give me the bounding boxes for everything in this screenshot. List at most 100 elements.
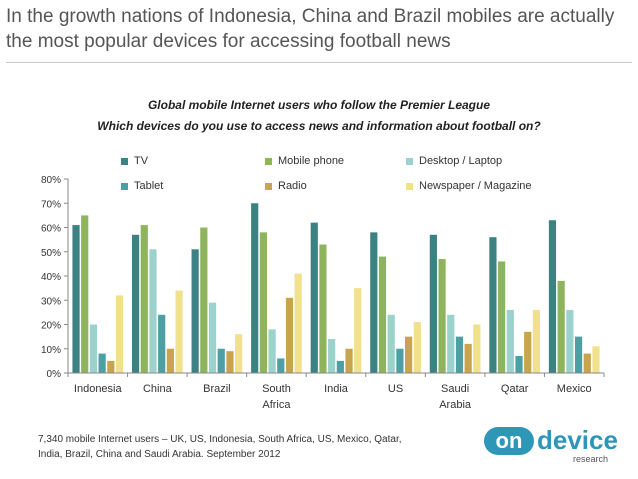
- x-tick-label: Mexico: [557, 383, 592, 395]
- logo-device-text: device: [537, 425, 618, 455]
- bar-desktop-laptop: [149, 249, 157, 373]
- bar-mobile-phone: [259, 232, 267, 373]
- bar-mobile-phone: [498, 261, 506, 373]
- logo-on-badge: on: [484, 427, 534, 455]
- bar-tablet: [515, 356, 523, 373]
- bar-newspaper-magazine: [532, 309, 541, 373]
- x-tick-label: US: [388, 383, 403, 395]
- bar-desktop-laptop: [447, 314, 455, 373]
- bar-tv: [131, 234, 140, 373]
- bar-tv: [310, 222, 318, 373]
- bar-tablet: [277, 358, 285, 373]
- bar-newspaper-magazine: [413, 322, 421, 373]
- bar-radio: [107, 360, 115, 373]
- bar-newspaper-magazine: [175, 290, 183, 373]
- bar-mobile-phone: [200, 227, 208, 373]
- legend-item-mobile-phone: Mobile phone: [265, 155, 344, 167]
- x-tick-label: Qatar: [501, 383, 529, 395]
- legend-label-desktop-laptop: Desktop / Laptop: [419, 155, 503, 167]
- legend-swatch-newspaper-magazine: [406, 182, 413, 190]
- legend-swatch-mobile-phone: [265, 157, 272, 165]
- legend-label-tablet: Tablet: [134, 180, 164, 192]
- bar-radio: [583, 353, 591, 373]
- bar-desktop-laptop: [208, 302, 217, 373]
- bar-desktop-laptop: [89, 324, 98, 373]
- bar-tablet: [455, 336, 464, 373]
- legend-swatch-radio: [265, 182, 272, 190]
- bar-tv: [548, 220, 557, 373]
- bar-radio: [464, 343, 472, 373]
- bar-radio: [226, 351, 234, 373]
- bar-tablet: [396, 348, 404, 373]
- bar-tv: [370, 232, 378, 373]
- bar-newspaper-magazine: [115, 295, 124, 373]
- x-tick-label: Indonesia: [74, 383, 123, 395]
- bar-mobile-phone: [557, 280, 565, 373]
- x-tick-label: South Africa: [262, 383, 291, 411]
- footnote-line-1: 7,340 mobile Internet users – UK, US, In…: [38, 434, 402, 445]
- y-tick-label: 80%: [41, 175, 61, 186]
- y-tick-label: 70%: [41, 199, 61, 210]
- bar-desktop-laptop: [387, 314, 395, 373]
- bar-desktop-laptop: [506, 309, 514, 373]
- bar-mobile-phone: [319, 244, 327, 373]
- bar-radio: [285, 297, 294, 373]
- page-headline: In the growth nations of Indonesia, Chin…: [6, 6, 615, 52]
- bar-mobile-phone: [378, 256, 387, 373]
- legend-swatch-tv: [121, 157, 128, 165]
- bar-tv: [191, 249, 199, 373]
- footnote: 7,340 mobile Internet users – UK, US, In…: [38, 432, 458, 462]
- bar-radio: [405, 336, 413, 373]
- bar-desktop-laptop: [328, 339, 336, 373]
- bar-tablet: [158, 314, 166, 373]
- bar-mobile-phone: [81, 215, 89, 373]
- y-tick-label: 20%: [41, 321, 61, 332]
- legend-swatch-desktop-laptop: [406, 157, 413, 165]
- legend-label-tv: TV: [134, 155, 149, 167]
- bar-radio: [345, 348, 353, 373]
- bar-tablet: [217, 348, 225, 373]
- y-tick-label: 60%: [41, 224, 61, 235]
- y-tick-label: 0%: [47, 369, 62, 380]
- ondevice-research-logo: on device research: [482, 425, 618, 465]
- bar-tv: [72, 225, 80, 373]
- legend-item-desktop-laptop: Desktop / Laptop: [406, 155, 502, 167]
- bar-mobile-phone: [140, 225, 148, 373]
- bar-mobile-phone: [438, 259, 446, 373]
- y-tick-label: 40%: [41, 272, 61, 283]
- bar-desktop-laptop: [566, 309, 574, 373]
- footnote-line-2: India, Brazil, China and Saudi Arabia. S…: [38, 449, 281, 460]
- legend-label-mobile-phone: Mobile phone: [278, 155, 345, 167]
- y-tick-label: 10%: [41, 345, 61, 356]
- bar-newspaper-magazine: [235, 334, 243, 373]
- chart-subtitle: Which devices do you use to access news …: [97, 119, 541, 133]
- y-tick-label: 50%: [41, 248, 61, 259]
- chart-title: Global mobile Internet users who follow …: [147, 98, 491, 112]
- bar-newspaper-magazine: [473, 324, 481, 373]
- x-tick-label: Saudi Arabia: [439, 383, 472, 411]
- x-tick-label: Brazil: [203, 383, 231, 395]
- legend-label-radio: Radio: [278, 180, 307, 192]
- bar-tablet: [336, 360, 344, 373]
- bar-newspaper-magazine: [294, 273, 302, 373]
- legend-item-newspaper-magazine: Newspaper / Magazine: [406, 180, 532, 192]
- bar-tv: [251, 203, 259, 373]
- x-tick-label: China: [143, 383, 173, 395]
- legend-swatch-tablet: [121, 182, 128, 190]
- logo-research-text: research: [572, 454, 608, 464]
- legend-item-radio: Radio: [265, 180, 307, 192]
- bar-tv: [489, 237, 497, 373]
- bar-radio: [524, 331, 532, 373]
- divider: [6, 62, 632, 63]
- bar-newspaper-magazine: [592, 346, 600, 373]
- bar-newspaper-magazine: [354, 288, 362, 373]
- bar-tablet: [98, 353, 106, 373]
- legend-item-tv: TV: [121, 155, 148, 167]
- bar-tv: [429, 234, 437, 373]
- x-tick-label: India: [324, 383, 349, 395]
- y-tick-label: 30%: [41, 296, 61, 307]
- legend-item-tablet: Tablet: [121, 180, 163, 192]
- bar-desktop-laptop: [268, 329, 276, 373]
- bar-radio: [166, 348, 174, 373]
